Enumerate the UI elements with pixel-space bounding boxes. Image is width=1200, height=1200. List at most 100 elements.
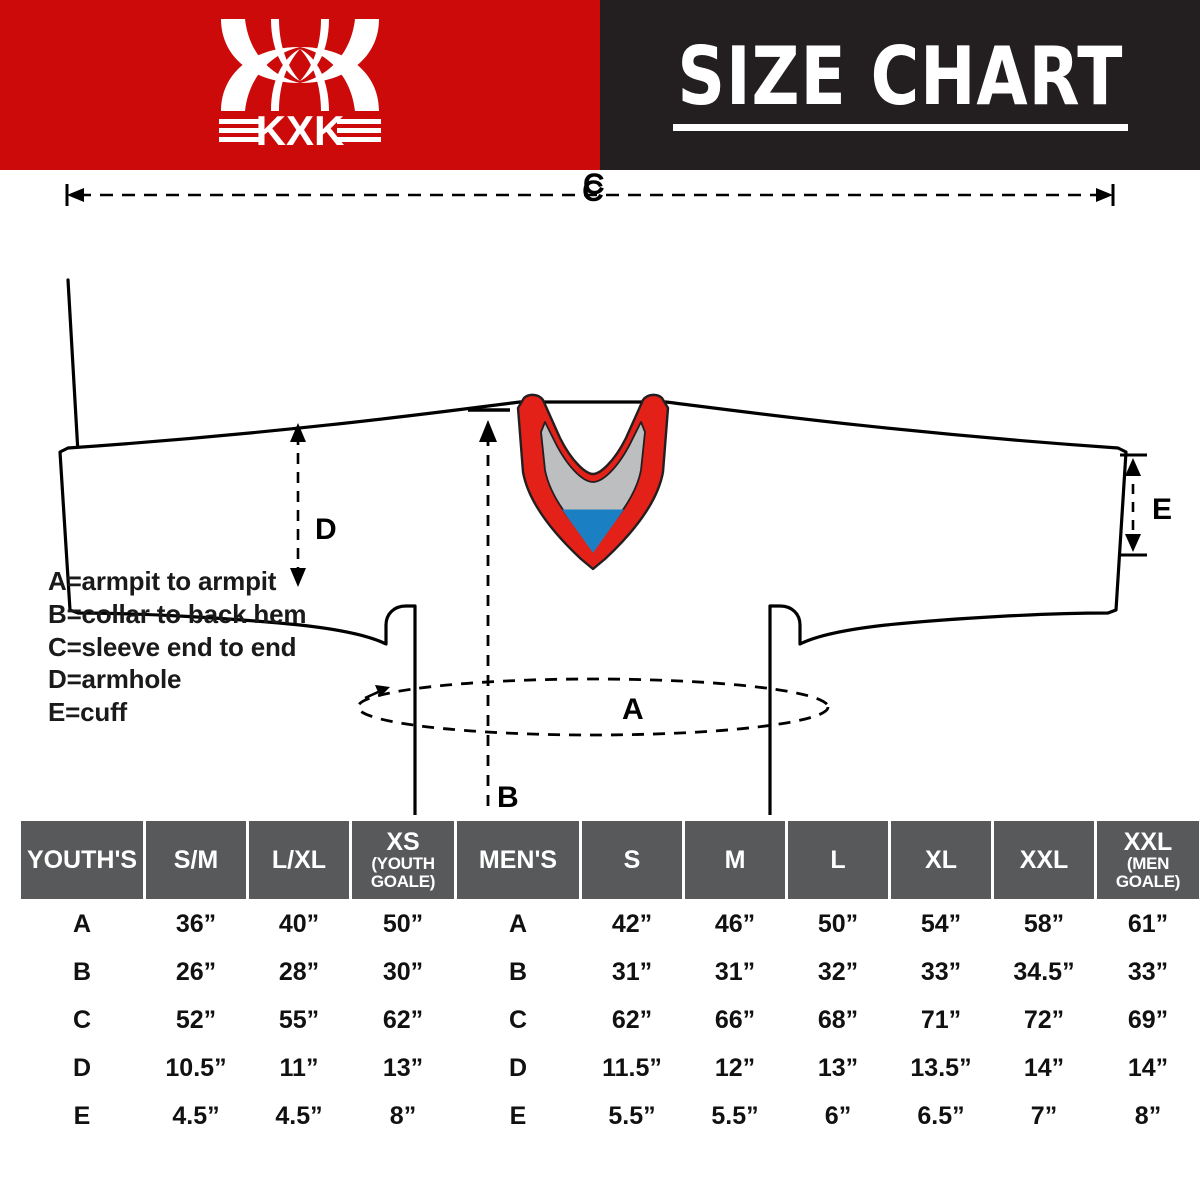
dimension-d-label: D [315, 513, 337, 546]
cell-youth-a-1: 40” [249, 902, 349, 947]
cell-youth-e-0: 4.5” [146, 1094, 246, 1139]
dimension-c-arrow-right [1096, 188, 1113, 202]
size-table: YOUTH'S S/M L/XL XS (YOUTH GOALE) MEN'S … [18, 818, 1200, 1142]
jersey-technical-drawing: D B A E C [58, 175, 1172, 815]
cell-mens-d-5: 14” [1097, 1046, 1199, 1091]
cell-mens-d-2: 13” [788, 1046, 888, 1091]
header-mens-col-0: S [582, 821, 682, 899]
header-mens-col-2-main: L [830, 845, 846, 874]
cell-youth-b-0: 26” [146, 950, 246, 995]
cell-youth-c-1: 55” [249, 998, 349, 1043]
row-label-mens-d: D [457, 1046, 579, 1091]
table-row: A 36” 40” 50” A 42” 46” 50” 54” 58” 61” [21, 902, 1199, 947]
cell-youth-e-2: 8” [352, 1094, 454, 1139]
header-mens-col-4-main: XXL [1019, 845, 1069, 874]
cell-youth-b-2: 30” [352, 950, 454, 995]
cell-mens-c-4: 72” [994, 998, 1094, 1043]
cell-mens-e-1: 5.5” [685, 1094, 785, 1139]
row-label-youth-a: A [21, 902, 143, 947]
dimension-b-label: B [497, 781, 519, 814]
table-header-row: YOUTH'S S/M L/XL XS (YOUTH GOALE) MEN'S … [21, 821, 1199, 899]
dimension-a-arrowhead-left [375, 685, 390, 697]
header-mens-col-3-main: XL [925, 845, 957, 874]
row-label-youth-b: B [21, 950, 143, 995]
row-label-mens-b: B [457, 950, 579, 995]
header-mens-col-0-main: S [623, 845, 641, 874]
cell-mens-b-2: 32” [788, 950, 888, 995]
cell-youth-c-2: 62” [352, 998, 454, 1043]
header-mens-col-5-main: XXL [1123, 828, 1173, 857]
size-table-container: YOUTH'S S/M L/XL XS (YOUTH GOALE) MEN'S … [18, 818, 1199, 1142]
cell-mens-c-2: 68” [788, 998, 888, 1043]
cell-mens-a-4: 58” [994, 902, 1094, 947]
legend-line-e: E=cuff [48, 697, 127, 727]
dimension-a-label: A [622, 693, 644, 726]
header-youth-col-2-sub: (YOUTH GOALE) [370, 854, 436, 892]
header-youths: YOUTH'S [21, 821, 143, 899]
row-label-youth-e: E [21, 1094, 143, 1139]
dimension-c-arrow-left [67, 188, 84, 202]
row-label-mens-c: C [457, 998, 579, 1043]
cell-mens-c-3: 71” [891, 998, 991, 1043]
dimension-d-arrow-top [290, 423, 306, 442]
cell-mens-a-1: 46” [685, 902, 785, 947]
dimension-c-label-text: C [583, 168, 605, 201]
legend-line-a: A=armpit to armpit [48, 566, 277, 596]
dimension-b-arrow-top [479, 420, 497, 442]
dimension-e-label: E [1152, 493, 1172, 526]
title-underline [672, 124, 1128, 131]
jersey-diagram: D B A E C C A=armpit to armpit B=collar [0, 168, 1200, 815]
cell-mens-c-0: 62” [582, 998, 682, 1043]
legend-line-c: C=sleeve end to end [48, 631, 297, 662]
cell-youth-c-0: 52” [146, 998, 246, 1043]
kxk-logo-icon: KXK [219, 19, 381, 154]
header-mens-col-3: XL [891, 821, 991, 899]
cell-mens-b-1: 31” [685, 950, 785, 995]
cell-mens-c-5: 69” [1097, 998, 1199, 1043]
cell-youth-b-1: 28” [249, 950, 349, 995]
cell-mens-c-1: 66” [685, 998, 785, 1043]
header-youth-col-1: L/XL [249, 821, 349, 899]
table-row: D 10.5” 11” 13” D 11.5” 12” 13” 13.5” 14… [21, 1046, 1199, 1091]
header-mens-col-5: XXL (MEN GOALE) [1097, 821, 1199, 899]
title-panel: SIZE CHART [600, 0, 1200, 170]
table-row: B 26” 28” 30” B 31” 31” 32” 33” 34.5” 33… [21, 950, 1199, 995]
cell-mens-d-3: 13.5” [891, 1046, 991, 1091]
header-mens-col-1-main: M [724, 845, 746, 874]
header-youth-col-0: S/M [146, 821, 246, 899]
cell-mens-b-0: 31” [582, 950, 682, 995]
cell-mens-a-0: 42” [582, 902, 682, 947]
dimension-e [1120, 453, 1147, 557]
dimension-c-label: C [582, 175, 604, 208]
cell-mens-a-3: 54” [891, 902, 991, 947]
dimension-b [468, 408, 510, 815]
cell-mens-a-5: 61” [1097, 902, 1199, 947]
cell-mens-e-3: 6.5” [891, 1094, 991, 1139]
cell-mens-e-4: 7” [994, 1094, 1094, 1139]
cell-mens-d-4: 14” [994, 1046, 1094, 1091]
cell-youth-e-1: 4.5” [249, 1094, 349, 1139]
row-label-mens-e: E [457, 1094, 579, 1139]
table-row: C 52” 55” 62” C 62” 66” 68” 71” 72” 69” [21, 998, 1199, 1043]
header-youth-col-0-main: S/M [173, 845, 219, 874]
header-youth-col-2-main: XS [386, 828, 420, 857]
header-mens-col-1: M [685, 821, 785, 899]
legend-line-b: B=collar to back hem [48, 598, 307, 629]
kxk-logo: KXK [215, 15, 385, 155]
header-mens-col-2: L [788, 821, 888, 899]
cell-mens-e-2: 6” [788, 1094, 888, 1139]
header-mens: MEN'S [457, 821, 579, 899]
kxk-wordmark: KXK [256, 107, 345, 154]
header-youth-col-1-main: L/XL [271, 845, 327, 874]
measurement-legend: A=armpit to armpit B=collar to back hem … [48, 565, 306, 729]
dimension-d-arrow-bottom [290, 568, 306, 587]
cell-mens-b-4: 34.5” [994, 950, 1094, 995]
cell-youth-d-0: 10.5” [146, 1046, 246, 1091]
cell-youth-a-0: 36” [146, 902, 246, 947]
cell-mens-b-5: 33” [1097, 950, 1199, 995]
header-youth-col-2: XS (YOUTH GOALE) [352, 821, 454, 899]
header-mens-col-4: XXL [994, 821, 1094, 899]
page-header: KXK SIZE CHART [0, 0, 1200, 170]
dimension-e-arrow-top [1125, 458, 1141, 476]
row-label-youth-d: D [21, 1046, 143, 1091]
